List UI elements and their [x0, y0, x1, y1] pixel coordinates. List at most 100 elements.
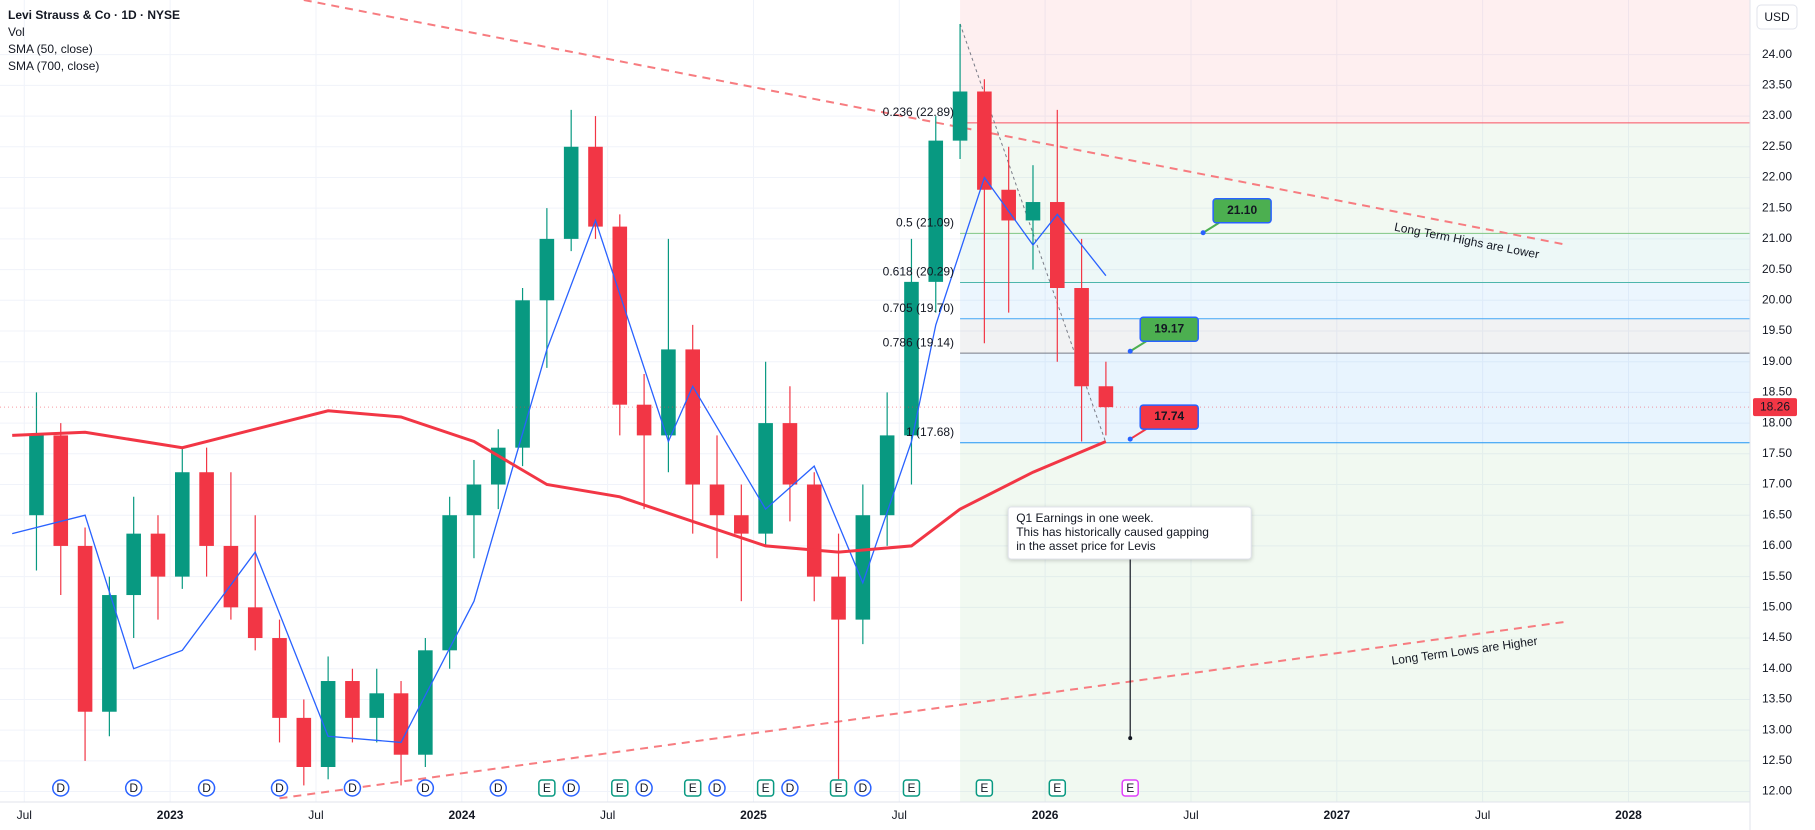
candle-body	[588, 146, 603, 227]
event-label: E	[543, 781, 551, 795]
candle-body	[175, 472, 190, 577]
currency: USD	[1764, 10, 1790, 24]
fib-zone	[960, 442, 1750, 802]
x-tick-label: Jul	[308, 808, 323, 822]
y-tick-label: 13.00	[1762, 722, 1792, 736]
sma-line	[12, 176, 1107, 744]
y-tick-label: 21.50	[1762, 200, 1792, 214]
currency-box[interactable]	[1756, 4, 1798, 30]
y-tick-label: 24.00	[1762, 47, 1792, 61]
y-tick-label: 22.00	[1762, 170, 1792, 184]
note-text: Q1 Earnings in one week.	[1016, 511, 1153, 525]
candle-body	[418, 650, 433, 755]
candle-body	[904, 281, 919, 436]
candle-body	[734, 515, 749, 534]
candle-body	[806, 484, 822, 577]
dividend-marker	[635, 779, 653, 797]
fib-label: 0.5 (21.09)	[896, 216, 954, 230]
callout-pointer	[1202, 221, 1220, 234]
candle-body	[272, 638, 287, 718]
event-label: E	[1053, 781, 1061, 795]
callout-label: 17.74	[1154, 409, 1184, 423]
candle-body	[661, 349, 676, 436]
event-label: D	[275, 781, 284, 795]
candle-body	[563, 146, 579, 239]
event-label: E	[835, 781, 843, 795]
earnings-marker	[538, 779, 556, 797]
fib-zone	[960, 318, 1750, 354]
candle-body	[928, 140, 944, 282]
dividend-marker	[270, 779, 289, 797]
candle-body	[345, 681, 360, 718]
legend-entry: SMA (50, close)	[8, 42, 93, 56]
fib-zone	[960, 353, 1750, 443]
event-label: D	[786, 781, 795, 795]
chart-title: Levi Strauss & Co · 1D · NYSE	[8, 8, 180, 22]
candle-body	[296, 717, 312, 767]
fib-zone	[960, 0, 1750, 123]
candle-body	[879, 435, 895, 516]
note-text: in the asset price for Levis	[1016, 539, 1155, 553]
candle-body	[126, 533, 141, 596]
candle-body	[442, 515, 457, 651]
callout-box	[1139, 316, 1199, 343]
y-tick-label: 18.00	[1762, 415, 1792, 429]
y-tick-label: 23.50	[1762, 78, 1792, 92]
candle-body	[685, 349, 700, 485]
fib-label: 0.618 (20.29)	[883, 265, 954, 279]
callout-label: 19.17	[1154, 321, 1184, 335]
note-point	[1128, 736, 1133, 741]
event-label: D	[56, 781, 65, 795]
x-tick-label: Jul	[17, 808, 32, 822]
sma-line	[12, 409, 1107, 554]
y-tick-label: 16.00	[1762, 538, 1792, 552]
callout-point	[1127, 348, 1133, 354]
x-tick-label: 2024	[448, 808, 475, 822]
fib-label: 1 (17.68)	[906, 425, 954, 439]
y-tick-label: 19.50	[1762, 323, 1792, 337]
event-label: D	[640, 781, 649, 795]
candle-body	[636, 404, 652, 436]
candle-body	[247, 607, 263, 639]
earnings-marker	[683, 779, 702, 797]
candle-body	[1050, 202, 1065, 289]
callout-box	[1212, 197, 1272, 224]
x-tick-label: 2027	[1323, 808, 1350, 822]
y-tick-label: 23.00	[1762, 108, 1792, 122]
event-label: D	[129, 781, 138, 795]
dividend-marker	[416, 779, 435, 797]
earnings-marker	[829, 779, 848, 797]
x-tick-label: Jul	[892, 808, 907, 822]
candle-body	[515, 300, 530, 448]
note-box	[1007, 506, 1252, 560]
y-tick-label: 13.50	[1762, 692, 1792, 706]
y-tick-label: 16.50	[1762, 507, 1792, 521]
y-tick-label: 19.00	[1762, 354, 1792, 368]
event-label: E	[980, 781, 988, 795]
legend-entry: SMA (700, close)	[8, 59, 99, 73]
y-tick-label: 22.50	[1762, 139, 1792, 153]
event-label: D	[713, 781, 722, 795]
earnings-marker	[975, 779, 994, 797]
candle-body	[369, 693, 385, 718]
fib-label: 0.236 (22.89)	[883, 105, 954, 119]
x-tick-label: 2026	[1032, 808, 1059, 822]
dividend-marker	[708, 779, 726, 797]
y-tick-label: 21.00	[1762, 231, 1792, 245]
earnings-marker	[611, 779, 629, 797]
event-label: D	[859, 781, 868, 795]
fib-label: 0.705 (19.70)	[883, 301, 954, 315]
dividend-marker	[489, 779, 508, 797]
callout-pointer	[1129, 340, 1147, 353]
candle-body	[709, 484, 725, 516]
trend-line	[303, 0, 1568, 246]
dividend-marker	[343, 779, 362, 797]
y-tick-label: 20.00	[1762, 292, 1792, 306]
y-tick-label: 14.50	[1762, 630, 1792, 644]
dividend-marker	[197, 779, 216, 797]
x-tick-label: Jul	[600, 808, 615, 822]
dividend-marker	[854, 779, 872, 797]
y-tick-label: 12.00	[1762, 784, 1792, 798]
event-label: D	[202, 781, 211, 795]
